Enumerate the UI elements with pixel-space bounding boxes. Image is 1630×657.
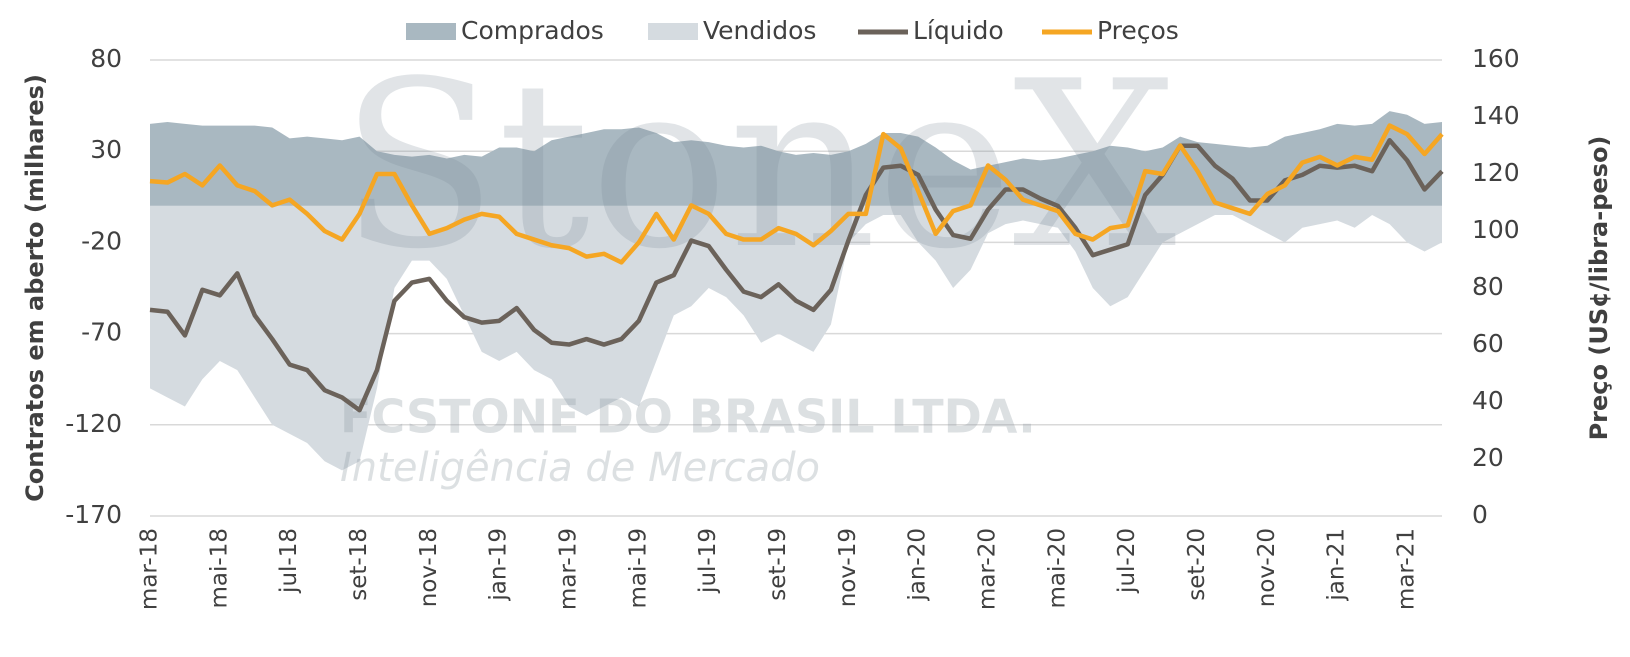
x-tick-label: set-18 bbox=[346, 528, 372, 601]
y2-tick-label: 100 bbox=[1472, 215, 1520, 244]
legend-label: Vendidos bbox=[703, 16, 816, 45]
y2-tick-label: 160 bbox=[1472, 44, 1520, 73]
y2-axis-label: Preço (US¢/libra-peso) bbox=[1585, 136, 1613, 441]
y2-tick-label: 20 bbox=[1472, 443, 1504, 472]
y-tick-label: -70 bbox=[81, 318, 122, 347]
y2-tick-label: 140 bbox=[1472, 101, 1520, 130]
area bbox=[150, 205, 1442, 471]
x-tick-label: nov-20 bbox=[1254, 528, 1280, 607]
watermark-logo: StoneX bbox=[340, 33, 1176, 300]
x-tick-label: mai-18 bbox=[206, 528, 232, 608]
x-tick-label: mar-18 bbox=[137, 528, 163, 610]
x-tick-label: jul-18 bbox=[276, 528, 302, 594]
area bbox=[150, 111, 1442, 206]
legend-swatch bbox=[648, 23, 698, 40]
legend-label: Comprados bbox=[461, 16, 604, 45]
x-tick-label: jul-20 bbox=[1114, 528, 1140, 594]
x-tick-label: mar-20 bbox=[975, 528, 1001, 610]
x-tick-label: nov-18 bbox=[416, 528, 442, 607]
x-tick-label: jan-19 bbox=[486, 528, 512, 602]
x-tick-label: set-20 bbox=[1184, 528, 1210, 601]
y2-tick-label: 40 bbox=[1472, 386, 1504, 415]
y2-tick-label: 60 bbox=[1472, 329, 1504, 358]
x-tick-label: nov-19 bbox=[835, 528, 861, 607]
x-tick-label: jan-21 bbox=[1324, 528, 1350, 602]
y-tick-label: -120 bbox=[65, 409, 122, 438]
watermark-subtitle: Inteligência de Mercado bbox=[340, 445, 820, 491]
line bbox=[149, 123, 1444, 265]
line bbox=[149, 138, 1444, 413]
y-tick-label: -20 bbox=[81, 226, 122, 255]
x-tick-label: mar-21 bbox=[1394, 528, 1420, 610]
legend-label: Preços bbox=[1097, 16, 1179, 45]
y2-tick-label: 120 bbox=[1472, 158, 1520, 187]
x-tick-label: mai-19 bbox=[625, 528, 651, 608]
y-axis-label: Contratos em aberto (milhares) bbox=[21, 74, 49, 502]
y-tick-label: -170 bbox=[65, 500, 122, 529]
x-tick-label: jul-19 bbox=[695, 528, 721, 594]
x-tick-label: mai-20 bbox=[1044, 528, 1070, 608]
x-tick-label: set-19 bbox=[765, 528, 791, 601]
legend-label: Líquido bbox=[913, 16, 1004, 45]
x-tick-label: jan-20 bbox=[905, 528, 931, 602]
x-tick-label: mar-19 bbox=[556, 528, 582, 610]
watermark-company: FCSTONE DO BRASIL LTDA. bbox=[340, 390, 1036, 444]
y2-tick-label: 80 bbox=[1472, 272, 1504, 301]
y-tick-label: 80 bbox=[90, 44, 122, 73]
y-tick-label: 30 bbox=[90, 135, 122, 164]
y2-tick-label: 0 bbox=[1472, 500, 1488, 529]
legend-swatch bbox=[406, 23, 456, 40]
